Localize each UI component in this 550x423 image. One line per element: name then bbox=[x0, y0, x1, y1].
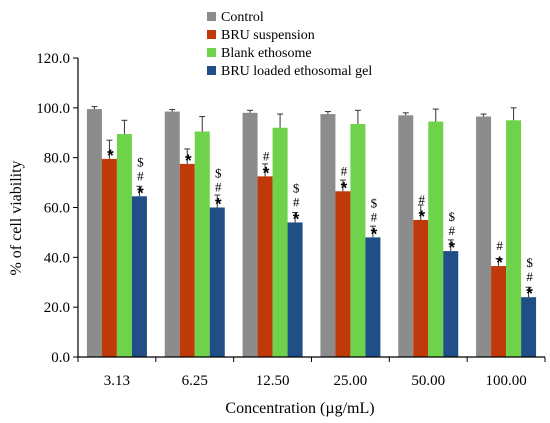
significance-dollar: $ bbox=[371, 195, 378, 210]
bar bbox=[320, 114, 336, 357]
bar bbox=[350, 124, 366, 357]
significance-dollar: $ bbox=[526, 255, 533, 270]
bar bbox=[428, 121, 444, 357]
y-axis: 0.0 20.0 40.0 60.0 80.0 100.0 120.0 bbox=[36, 51, 78, 366]
legend-label: BRU suspension bbox=[221, 28, 315, 43]
legend: Control BRU suspension Blank ethosome BRU l… bbox=[207, 10, 372, 79]
bar bbox=[194, 131, 210, 357]
significance-star: * bbox=[293, 209, 300, 228]
bar bbox=[521, 297, 537, 357]
x-tick-label: 3.13 bbox=[104, 373, 130, 389]
legend-swatch bbox=[207, 48, 216, 57]
x-axis-label: Concentration (µg/mL) bbox=[225, 400, 374, 417]
bar bbox=[86, 109, 102, 358]
y-tick-label: 60.0 bbox=[44, 201, 70, 217]
y-tick-label: 120.0 bbox=[36, 51, 70, 67]
significance-hash: # bbox=[215, 180, 222, 195]
bar bbox=[131, 196, 147, 357]
bar bbox=[272, 127, 288, 358]
significance-hash: # bbox=[371, 209, 378, 224]
significance-dollar: $ bbox=[137, 154, 144, 169]
bar bbox=[116, 133, 132, 357]
legend-label: Blank ethosome bbox=[221, 46, 312, 61]
series-3: *#$*#$*#$*#$*#$*#$ bbox=[131, 154, 537, 357]
significance-star: * bbox=[418, 207, 425, 226]
series-0 bbox=[86, 106, 492, 358]
y-tick-label: 80.0 bbox=[44, 151, 70, 167]
significance-star: * bbox=[448, 238, 455, 257]
bar bbox=[179, 163, 195, 357]
legend-label: BRU loaded ethosomal gel bbox=[221, 64, 372, 79]
y-tick-label: 20.0 bbox=[44, 300, 70, 316]
significance-dollar: $ bbox=[293, 180, 300, 195]
significance-star: * bbox=[107, 146, 114, 165]
bar bbox=[242, 112, 258, 357]
x-tick-label: 12.50 bbox=[256, 373, 290, 389]
series-1: * **#*#*#*# bbox=[101, 139, 507, 357]
significance-star: * bbox=[215, 195, 222, 214]
axes bbox=[77, 58, 545, 358]
y-tick-label: 40.0 bbox=[44, 250, 70, 266]
significance-star: * bbox=[496, 253, 503, 272]
bar bbox=[287, 222, 303, 357]
significance-hash: # bbox=[496, 238, 503, 253]
bar bbox=[365, 237, 381, 357]
significance-star: * bbox=[137, 183, 144, 202]
x-tick-label: 100.00 bbox=[485, 373, 526, 389]
x-axis: 3.13 6.25 12.50 25.00 50.00 100.00 bbox=[77, 357, 546, 389]
significance-hash: # bbox=[449, 223, 456, 238]
y-axis-label: % of cell viability bbox=[8, 160, 25, 275]
x-tick-label: 6.25 bbox=[182, 373, 208, 389]
bar-series: * **#*#*#*#*#$*#$*#$*#$*#$*#$ bbox=[86, 106, 537, 358]
x-tick-label: 25.00 bbox=[334, 373, 368, 389]
significance-hash: # bbox=[526, 269, 533, 284]
significance-hash: # bbox=[137, 168, 144, 183]
bar bbox=[506, 120, 522, 358]
legend-swatch bbox=[207, 12, 216, 21]
significance-star: * bbox=[263, 163, 270, 182]
significance-star: * bbox=[371, 224, 378, 243]
bar bbox=[443, 251, 459, 357]
significance-star: * bbox=[341, 178, 348, 197]
significance-hash: # bbox=[293, 194, 300, 209]
bar bbox=[101, 158, 117, 357]
significance-dollar: $ bbox=[449, 209, 456, 224]
significance-star: * bbox=[185, 151, 192, 170]
bar bbox=[209, 207, 225, 357]
significance-dollar: $ bbox=[215, 166, 222, 181]
bar bbox=[476, 116, 492, 357]
significance-hash: # bbox=[419, 192, 426, 207]
bar bbox=[335, 191, 351, 357]
legend-swatch bbox=[207, 30, 216, 39]
legend-label: Control bbox=[221, 10, 264, 25]
x-tick-label: 50.00 bbox=[411, 373, 445, 389]
bar bbox=[491, 266, 507, 357]
y-tick-label: 0.0 bbox=[51, 350, 70, 366]
significance-hash: # bbox=[341, 163, 348, 178]
bar bbox=[164, 111, 180, 357]
bar bbox=[257, 176, 273, 357]
significance-hash: # bbox=[263, 148, 270, 163]
y-tick-label: 100.0 bbox=[36, 101, 70, 117]
legend-swatch bbox=[207, 66, 216, 75]
significance-star: * bbox=[526, 284, 533, 303]
series-2 bbox=[116, 107, 522, 358]
bar bbox=[398, 115, 414, 357]
bar bbox=[413, 219, 429, 357]
